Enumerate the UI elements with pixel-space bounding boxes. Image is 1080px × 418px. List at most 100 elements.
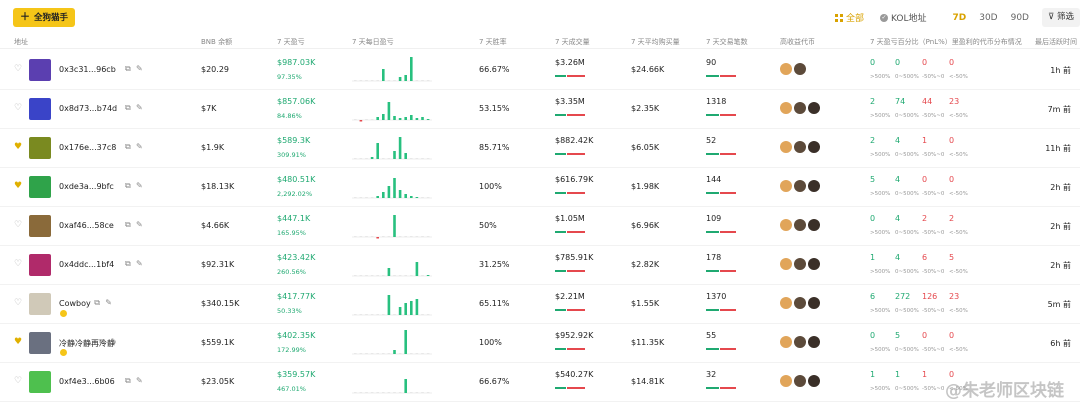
favorite-heart-icon[interactable]: ♡ [14,259,23,269]
copy-icon[interactable]: ⧉ [125,142,131,151]
favorite-heart-icon[interactable]: ♡ [14,376,23,386]
favorite-heart-icon[interactable]: ♥ [14,181,23,191]
header-last-active[interactable]: 最后活跃时间 [1035,38,1077,46]
table-row[interactable]: ♡ 0x3c31...96cb ⧉ ✎ $20.29 $987.03K 97.35% 66.6… [0,51,1080,90]
token-icon[interactable] [794,180,806,192]
daily-pnl-bar [370,314,374,315]
table-row[interactable]: ♥ 0x176e...37c8 ⧉ ✎ $1.9K $589.3K 309.91% 85.71… [0,129,1080,168]
copy-icon[interactable]: ⧉ [125,64,131,73]
token-icon[interactable] [808,336,820,348]
wallet-address[interactable]: 冷静冷静再冷静 [59,339,115,348]
token-icon[interactable] [808,219,820,231]
token-icon[interactable] [780,102,792,114]
header-winrate[interactable]: 7 天胜率 [479,38,507,46]
copy-icon[interactable]: ⧉ [99,337,106,346]
daily-pnl-bar [426,119,430,120]
edit-icon[interactable]: ✎ [136,142,143,151]
copy-icon[interactable]: ⧉ [125,181,131,190]
token-icon[interactable] [808,258,820,270]
token-icon[interactable] [780,219,792,231]
token-icon[interactable] [780,258,792,270]
table-row[interactable]: ♡ 0x8d73...b74d ⧉ ✎ $7K $857.06K 84.86% 53.15% $… [0,90,1080,129]
pnl-7d: $417.77K [277,292,316,301]
wallet-address[interactable]: Cowboy [59,299,91,308]
header-avg-buy[interactable]: 7 天平均购买量 [631,38,680,46]
table-row[interactable]: ♡ 0xaf46...58ce ⧉ ✎ $4.66K $447.1K 165.95% 50% $… [0,207,1080,246]
token-icon[interactable] [780,336,792,348]
filter-all[interactable]: 全部 [834,11,864,24]
token-icon[interactable] [808,375,820,387]
header-bnb-balance[interactable]: BNB 余额 [201,38,233,46]
token-icon[interactable] [780,63,792,75]
header-pnl-7d[interactable]: 7 天盈亏 [277,38,305,46]
filter-button[interactable]: ⊽ 筛选 [1042,8,1080,27]
token-icon[interactable] [794,336,806,348]
token-icon[interactable] [808,141,820,153]
token-icon[interactable] [780,297,792,309]
table-row[interactable]: ♡ 0x4ddc...1bf4 ⧉ ✎ $92.31K $423.42K 260.56% 31… [0,246,1080,285]
table-row[interactable]: ♡ Cowboy ⧉ ✎ $340.15K $417.77K 50.33% 65.11% $2.… [0,285,1080,324]
token-icon[interactable] [794,102,806,114]
edit-icon[interactable]: ✎ [105,298,112,307]
period-7d[interactable]: 7D [952,12,967,23]
period-90d[interactable]: 90D [1010,12,1029,23]
favorite-heart-icon[interactable]: ♡ [14,298,23,308]
table-row[interactable]: ♡ 0xf4e3...6b06 ⧉ ✎ $23.05K $359.57K 467.01% 66… [0,363,1080,402]
daily-pnl-bar [421,236,424,237]
favorite-heart-icon[interactable]: ♥ [14,142,23,152]
wallet-address[interactable]: 0x3c31...96cb [59,65,116,74]
wallet-address[interactable]: 0xde3a...9bfc [59,182,114,191]
header-tx-count[interactable]: 7 天交易笔数 [706,38,748,46]
pnl-dist-value: 74 [895,97,906,106]
favorite-heart-icon[interactable]: ♡ [14,103,23,113]
token-icon[interactable] [794,141,806,153]
token-icon[interactable] [794,219,806,231]
token-icon[interactable] [780,375,792,387]
token-icon[interactable] [780,180,792,192]
tx-sell-bar [720,309,736,311]
edit-icon[interactable]: ✎ [136,64,143,73]
edit-icon[interactable]: ✎ [136,181,143,190]
daily-pnl-bar [359,314,363,315]
pnl-7d: $402.35K [277,331,316,340]
filter-kol[interactable]: ✓ KOL地址 [879,11,926,24]
copy-icon[interactable]: ⧉ [125,376,131,385]
table-row[interactable]: ♥ 0xde3a...9bfc ⧉ ✎ $18.13K $480.51K 2,292.02%… [0,168,1080,207]
wallet-address[interactable]: 0x8d73...b74d [59,104,118,113]
token-icon[interactable] [794,375,806,387]
daily-pnl-bar [387,295,391,315]
header-volume[interactable]: 7 天成交量 [555,38,590,46]
token-icon[interactable] [794,297,806,309]
edit-icon[interactable]: ✎ [136,220,143,229]
favorite-heart-icon[interactable]: ♥ [14,337,23,347]
token-icon[interactable] [808,180,820,192]
pnl-dist-label: 0~500% [895,347,919,353]
period-30d[interactable]: 30D [979,12,998,23]
token-icon[interactable] [808,102,820,114]
edit-icon[interactable]: ✎ [136,376,143,385]
daily-pnl-chart [352,137,432,160]
header-address[interactable]: 地址 [14,38,28,46]
edit-icon[interactable]: ✎ [136,103,143,112]
wallet-address[interactable]: 0x176e...37c8 [59,143,117,152]
daily-pnl-bar [426,392,430,393]
pnl-dist-label: -50%~0 [922,152,945,158]
volume-buy-bar [555,387,566,389]
table-row[interactable]: ♥ 冷静冷静再冷静 ⧉ ✎ $559.1K $402.35K 172.99% 100% $952… [0,324,1080,363]
copy-icon[interactable]: ⧉ [125,220,131,229]
token-icon[interactable] [794,258,806,270]
token-icon[interactable] [794,63,806,75]
favorite-heart-icon[interactable]: ♡ [14,220,23,230]
copy-icon[interactable]: ⧉ [125,259,131,268]
wallet-address[interactable]: 0xf4e3...6b06 [59,377,115,386]
token-icon[interactable] [808,297,820,309]
edit-icon[interactable]: ✎ [136,259,143,268]
wallet-address[interactable]: 0x4ddc...1bf4 [59,260,115,269]
token-icon[interactable] [780,141,792,153]
wallet-address[interactable]: 0xaf46...58ce [59,221,114,230]
add-wallet-button[interactable]: ＋ 全狗猫手 [13,8,76,27]
copy-icon[interactable]: ⧉ [94,298,100,307]
edit-icon[interactable]: ✎ [110,337,118,346]
favorite-heart-icon[interactable]: ♡ [14,64,23,74]
copy-icon[interactable]: ⧉ [125,103,131,112]
